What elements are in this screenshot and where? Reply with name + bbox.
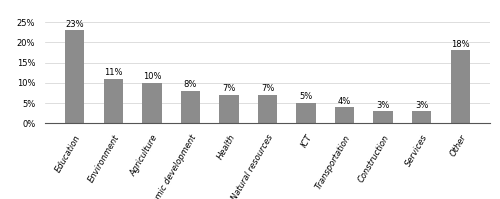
Bar (65, 30, 84, 123)
Text: 18%: 18% (451, 40, 469, 49)
Text: 4%: 4% (338, 97, 351, 105)
Text: 8%: 8% (184, 80, 197, 89)
Text: 7%: 7% (261, 84, 274, 93)
Text: 23%: 23% (66, 20, 84, 28)
Bar (450, 50, 470, 123)
Bar (412, 111, 431, 123)
Text: 7%: 7% (222, 84, 235, 93)
Bar (258, 95, 277, 123)
Bar (104, 79, 123, 123)
Bar (142, 83, 162, 123)
Bar (335, 107, 354, 123)
Bar (181, 91, 200, 123)
Bar (374, 111, 392, 123)
Text: 11%: 11% (104, 68, 122, 77)
Bar (296, 103, 316, 123)
Text: 3%: 3% (376, 101, 390, 110)
Text: 5%: 5% (300, 93, 312, 101)
Bar (220, 95, 238, 123)
Text: 3%: 3% (415, 101, 428, 110)
Text: 10%: 10% (142, 72, 161, 81)
